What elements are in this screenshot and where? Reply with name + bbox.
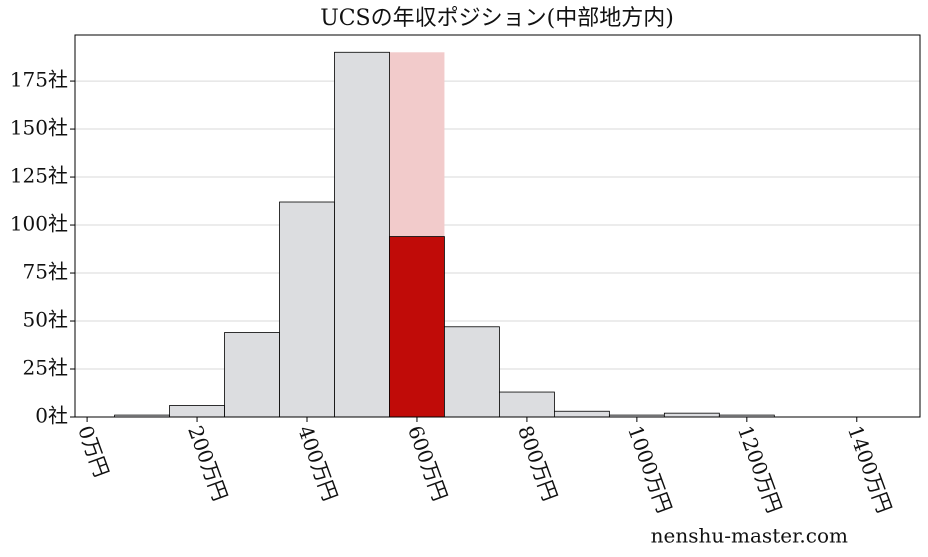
y-tick-label: 50社 (23, 308, 68, 332)
watermark: nenshu-master.com (651, 524, 848, 548)
y-tick-label: 25社 (23, 356, 68, 380)
x-tick-label: 1400万円 (843, 422, 897, 516)
bar (224, 332, 280, 418)
bar (554, 410, 610, 418)
x-tick-label: 600万円 (403, 422, 452, 504)
bar (334, 51, 390, 418)
x-tick-label: 400万円 (293, 422, 342, 504)
x-tick-label: 1000万円 (623, 422, 677, 516)
bar (169, 405, 225, 418)
bar (663, 412, 720, 418)
y-tick-label: 100社 (10, 212, 68, 236)
x-tick-label: 200万円 (183, 422, 232, 504)
y-tick-label: 0社 (35, 404, 68, 428)
y-tick-label: 125社 (10, 164, 68, 188)
x-tick-label: 0万円 (73, 422, 114, 480)
bar (279, 201, 335, 418)
x-tick-label: 1200万円 (733, 422, 787, 516)
plot-frame (74, 34, 921, 418)
bar (389, 236, 445, 418)
bar (444, 326, 500, 418)
y-tick-label: 75社 (23, 260, 68, 284)
bar (499, 391, 555, 418)
y-tick-label: 175社 (10, 68, 68, 92)
y-tick-label: 150社 (10, 116, 68, 140)
chart-title: UCSの年収ポジション(中部地方内) (320, 6, 674, 31)
x-tick-label: 800万円 (513, 422, 562, 504)
